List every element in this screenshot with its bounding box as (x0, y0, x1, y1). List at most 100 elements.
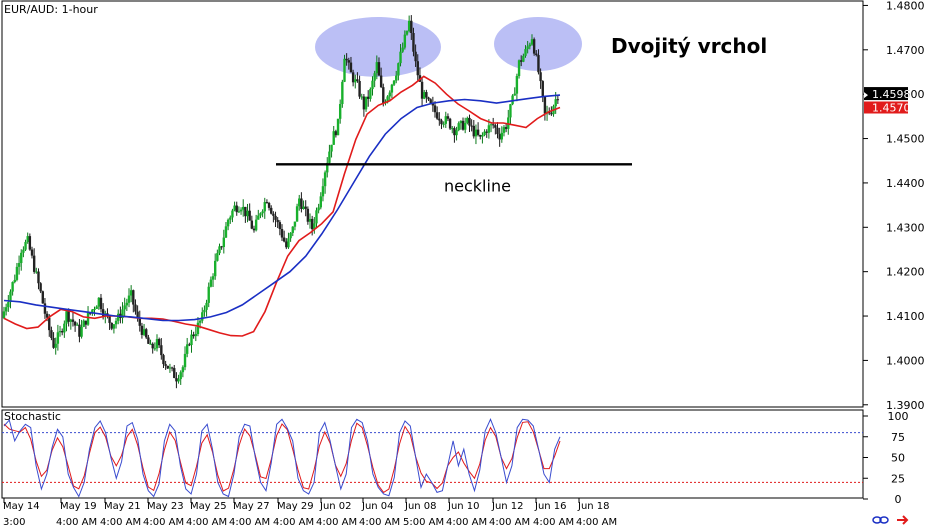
candle-body (190, 334, 193, 346)
candle-body (351, 72, 355, 83)
candle-body (457, 123, 460, 131)
time-axis-label: Jun 08 (404, 501, 437, 512)
time-axis-label-lower: 4:00 AM (273, 517, 314, 528)
candle-body (164, 364, 167, 366)
candle-body (293, 221, 297, 227)
candle-body (330, 144, 333, 152)
candle-body (145, 329, 148, 338)
candle-body (539, 72, 542, 82)
candle-body (252, 228, 256, 231)
candle-body (45, 313, 49, 318)
candle-body (285, 241, 288, 248)
candle-body (556, 99, 560, 101)
moving-average-price-label: 1.4570 (872, 101, 911, 114)
candle-body (522, 55, 525, 62)
candle-body (95, 306, 98, 309)
stochastic-axis-label: 100 (888, 410, 909, 423)
candle-body (535, 53, 538, 56)
candle-body (300, 198, 303, 209)
candle-body (123, 305, 126, 310)
time-axis-label-lower: 4:00 AM (100, 517, 141, 528)
time-axis-label: Jun 02 (319, 501, 352, 512)
candle-body (347, 60, 351, 63)
candle-body (101, 309, 105, 316)
candle-body (524, 49, 527, 56)
time-axis-label-lower: 4:00 AM (576, 517, 617, 528)
time-axis-label-lower: 4:00 AM (446, 517, 487, 528)
candle-body (138, 317, 141, 326)
candle-body (431, 103, 435, 106)
time-axis-label-lower: 4:00 AM (56, 517, 97, 528)
link-icon-part (879, 516, 889, 524)
candle-body (231, 210, 234, 218)
candle-body (168, 367, 172, 369)
candle-body (423, 92, 426, 99)
candle-body (323, 172, 327, 187)
candle-body (410, 20, 413, 33)
candle-body (58, 331, 62, 333)
candle-body (218, 246, 221, 254)
price-axis-label: 1.4400 (886, 177, 925, 190)
candle-body (242, 206, 245, 210)
candle-body (491, 124, 495, 126)
candle-body (420, 81, 424, 99)
candle-body (127, 295, 131, 303)
candle-body (494, 125, 497, 128)
price-axis-label: 1.3900 (886, 399, 925, 412)
pattern-title-annotation: Dvojitý vrchol (611, 34, 767, 58)
candle-body (280, 229, 284, 238)
candle-body (291, 226, 294, 233)
candle-body (319, 196, 322, 208)
neckline-label: neckline (444, 176, 511, 195)
candle-body (356, 79, 359, 82)
candle-body (487, 125, 491, 133)
candle-body (250, 220, 254, 229)
candle-body (489, 124, 493, 126)
candle-body (257, 215, 260, 220)
candle-body (22, 249, 25, 253)
candle-body (302, 206, 305, 209)
candle-body (201, 312, 204, 321)
time-axis-label: May 19 (60, 501, 97, 512)
candle-body (32, 255, 36, 272)
candle-body (52, 338, 55, 348)
candle-body (233, 205, 236, 211)
candle-body (86, 312, 90, 325)
candle-body (336, 118, 340, 136)
candle-body (203, 309, 206, 313)
candle-body (289, 232, 292, 239)
candle-body (287, 238, 290, 248)
candle-body (205, 302, 208, 310)
candle-body (481, 135, 484, 137)
candle-body (500, 132, 504, 140)
time-axis-label: May 23 (147, 501, 184, 512)
candle-body (261, 211, 264, 214)
candle-body (483, 131, 486, 136)
candle-body (397, 63, 400, 76)
candle-body (498, 134, 501, 140)
candle-body (147, 337, 150, 344)
candle-body (129, 290, 133, 296)
candle-body (470, 125, 473, 127)
moving-average-red-line (3, 75, 561, 337)
candle-body (84, 320, 88, 325)
price-axis-label: 1.4100 (886, 310, 925, 323)
time-axis-label-lower: 4:00 AM (359, 517, 400, 528)
candle-body (265, 202, 269, 204)
candle-body (175, 377, 178, 382)
stochastic-axis-label: 25 (891, 472, 905, 485)
time-axis-label: Jun 10 (447, 501, 480, 512)
candle-body (155, 339, 159, 349)
time-axis-label: Jun 16 (534, 501, 567, 512)
link-icon (872, 516, 889, 524)
candle-body (224, 226, 228, 238)
candle-body (517, 60, 521, 77)
candle-body (373, 73, 376, 81)
candle-body (468, 117, 471, 126)
candle-body (181, 367, 185, 373)
candle-body (502, 127, 506, 133)
moving-average-blue-line (3, 94, 561, 322)
link-icon-part (872, 516, 882, 524)
candle-body (537, 55, 540, 73)
